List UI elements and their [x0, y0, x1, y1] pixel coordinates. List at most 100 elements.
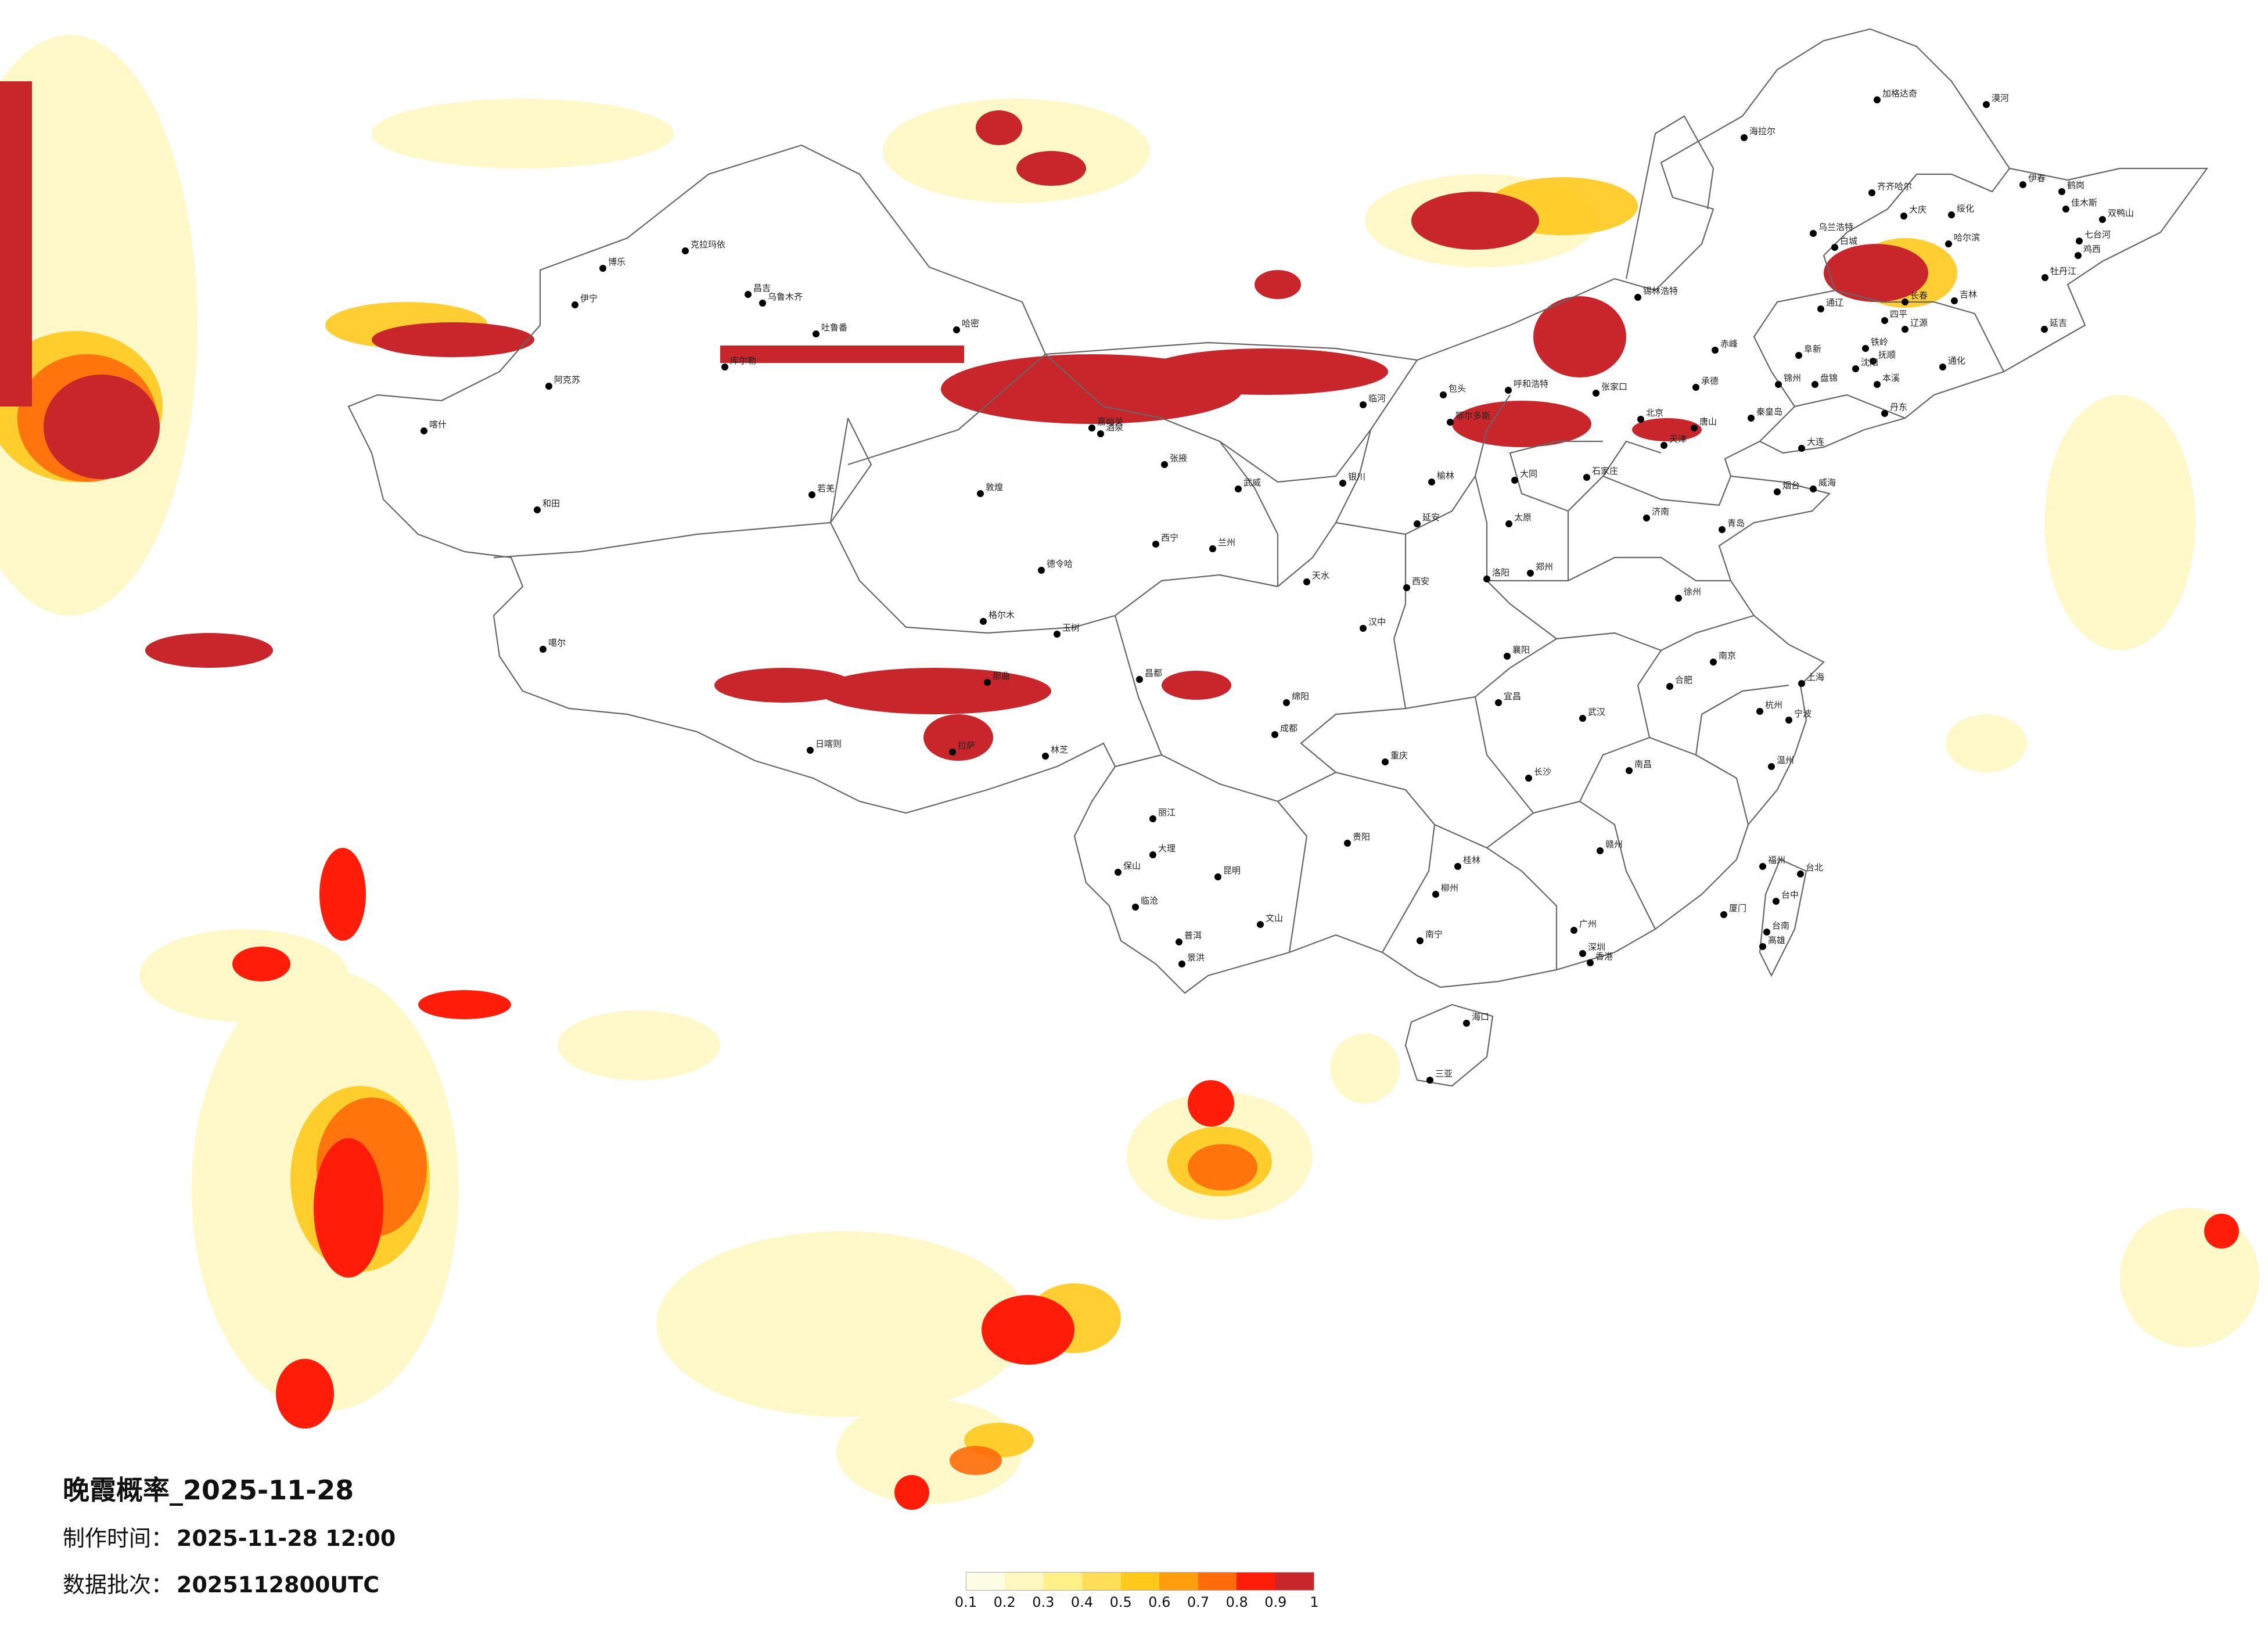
city-dot — [813, 330, 820, 337]
city-label: 绵阳 — [1292, 691, 1309, 702]
city-dot — [1428, 479, 1435, 485]
city-marker: 柳州 — [1432, 883, 1458, 898]
city-label: 那曲 — [993, 671, 1010, 681]
city-label: 伊春 — [2028, 173, 2046, 184]
city-dot — [1712, 347, 1719, 354]
legend-tick-label: 0.5 — [1109, 1594, 1132, 1610]
city-dot — [1637, 416, 1644, 423]
city-dot — [2062, 206, 2069, 213]
city-label: 通辽 — [1826, 297, 1843, 308]
city-marker: 鹤岗 — [2058, 180, 2084, 195]
city-marker: 唐山 — [1691, 416, 1717, 431]
city-marker: 大同 — [1511, 469, 1537, 484]
city-marker: 成都 — [1271, 723, 1297, 738]
city-marker: 兰州 — [1209, 537, 1235, 552]
city-label: 若羌 — [817, 483, 835, 494]
city-marker: 武威 — [1235, 477, 1261, 492]
city-marker: 玉树 — [1054, 623, 1080, 638]
city-label: 张掖 — [1170, 453, 1187, 463]
city-marker: 包头 — [1440, 383, 1466, 398]
city-label: 包头 — [1448, 383, 1466, 394]
city-label: 兰州 — [1218, 537, 1235, 548]
city-label: 喀什 — [429, 419, 447, 430]
city-marker: 台南 — [1763, 920, 1789, 936]
city-label: 博乐 — [608, 257, 626, 267]
city-dot — [1785, 717, 1792, 724]
legend-tick-label: 0.7 — [1187, 1594, 1210, 1610]
city-label: 柳州 — [1441, 883, 1458, 893]
city-label: 丹东 — [1890, 402, 1907, 412]
city-label: 呼和浩特 — [1514, 379, 1548, 389]
legend-tick-label: 0.4 — [1070, 1594, 1094, 1610]
city-label: 玉树 — [1062, 623, 1080, 633]
city-label: 洛阳 — [1492, 567, 1509, 578]
city-dot — [1810, 485, 1817, 492]
city-dot — [745, 291, 752, 298]
city-marker: 盘锦 — [1811, 373, 1838, 388]
city-dot — [949, 749, 956, 756]
city-marker: 双鸭山 — [2099, 208, 2134, 223]
city-label: 酒泉 — [1106, 422, 1123, 433]
city-dot — [1176, 938, 1182, 945]
probability-heat-layer — [0, 35, 2259, 1510]
city-marker: 佳木斯 — [2062, 197, 2097, 213]
city-label: 双鸭山 — [2108, 208, 2134, 218]
city-marker: 徐州 — [1675, 587, 1701, 602]
city-dot — [1660, 442, 1667, 449]
city-label: 大庆 — [1909, 204, 1926, 215]
city-dot — [1214, 873, 1221, 880]
city-label: 加格达奇 — [1882, 88, 1917, 99]
city-label: 文山 — [1266, 913, 1283, 923]
city-label: 克拉玛依 — [691, 239, 725, 250]
city-dot — [1161, 461, 1168, 468]
city-dot — [1948, 211, 1955, 218]
city-label: 大同 — [1520, 469, 1537, 479]
legend-swatch — [1043, 1573, 1083, 1590]
city-label: 哈尔滨 — [1954, 232, 1980, 243]
city-marker: 宜昌 — [1495, 691, 1521, 706]
city-dot — [1795, 352, 1802, 359]
city-label: 台北 — [1806, 862, 1823, 873]
city-dot — [1483, 575, 1490, 582]
city-dot — [1939, 364, 1946, 370]
city-label: 敦煌 — [986, 482, 1003, 492]
city-dot — [1505, 520, 1512, 527]
city-label: 榆林 — [1437, 470, 1454, 481]
city-marker: 日喀则 — [807, 739, 842, 754]
city-label: 天水 — [1312, 570, 1329, 581]
city-dot — [682, 247, 689, 254]
city-marker: 牡丹江 — [2041, 266, 2076, 281]
city-label: 西宁 — [1161, 533, 1178, 543]
city-dot — [1719, 526, 1726, 533]
city-label: 盘锦 — [1820, 373, 1838, 383]
city-marker: 白城 — [1831, 236, 1857, 251]
city-dot — [721, 364, 728, 370]
city-label: 日喀则 — [815, 739, 842, 749]
city-marker: 和田 — [534, 498, 560, 513]
city-marker: 锦州 — [1775, 373, 1801, 388]
city-label: 海拉尔 — [1749, 126, 1775, 136]
city-dot — [545, 383, 552, 390]
city-marker: 普洱 — [1176, 930, 1202, 945]
data-batch: 数据批次： 2025112800UTC — [63, 1567, 379, 1599]
city-dot — [1983, 101, 1990, 108]
city-marker: 香港 — [1587, 951, 1613, 966]
city-dot — [1675, 595, 1682, 602]
city-dot — [1303, 578, 1310, 585]
city-marker: 汉中 — [1360, 617, 1386, 632]
city-marker: 昌都 — [1136, 668, 1162, 683]
city-dot — [1414, 520, 1421, 527]
city-dot — [1775, 381, 1782, 388]
legend-color-bar — [966, 1572, 1314, 1591]
city-label: 青岛 — [1727, 518, 1745, 528]
city-label: 台南 — [1772, 920, 1789, 931]
city-marker: 太原 — [1505, 512, 1532, 527]
city-label: 四平 — [1890, 309, 1907, 319]
city-label: 阿克苏 — [554, 375, 580, 385]
city-marker: 七台河 — [2076, 229, 2111, 244]
city-dot — [1756, 708, 1763, 715]
city-label: 西安 — [1412, 576, 1429, 587]
city-marker: 博乐 — [599, 257, 626, 272]
city-dot — [1042, 753, 1049, 760]
city-label: 南宁 — [1425, 929, 1443, 940]
